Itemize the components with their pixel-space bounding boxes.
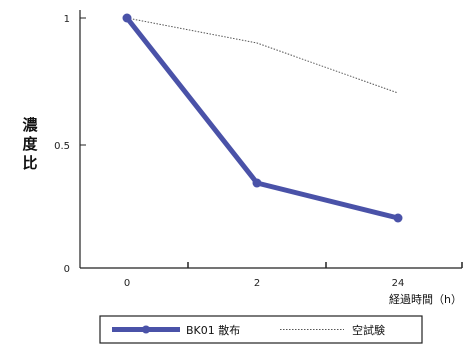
series-line-blank-test — [126, 17, 399, 94]
y-tick-label: 1 — [64, 14, 70, 25]
data-point-bk01 — [252, 178, 262, 188]
x-tick-label: 24 — [392, 278, 405, 289]
y-axis-label-char: 濃 — [22, 116, 38, 134]
y-tick-label: 0 — [64, 264, 70, 275]
y-axis-label: 濃度比 — [22, 116, 38, 172]
data-point-bk01 — [122, 13, 132, 23]
legend-label-bk01: BK01 散布 — [186, 323, 240, 337]
series-line-bk01 — [124, 15, 401, 221]
y-axis-label-char: 度 — [22, 135, 38, 153]
x-tick-label: 0 — [124, 278, 130, 289]
x-axis-label: 経過時間（h） — [389, 293, 462, 306]
legend-label-blank-test: 空試験 — [352, 323, 385, 337]
y-axis-label-char: 比 — [22, 154, 37, 172]
y-tick-label: 0.5 — [54, 141, 70, 152]
data-point-bk01 — [393, 213, 403, 223]
legend-marker-bk01 — [142, 325, 150, 334]
legend-box — [99, 315, 423, 344]
x-tick-label: 2 — [254, 278, 260, 289]
